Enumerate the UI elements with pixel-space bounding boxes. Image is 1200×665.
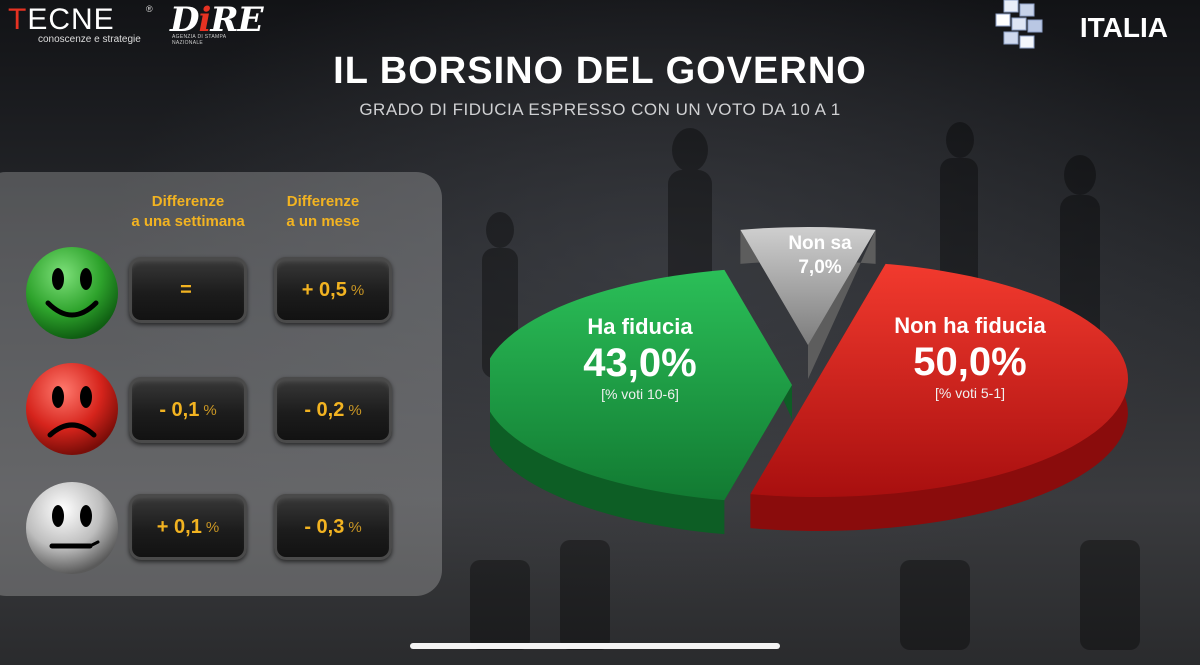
month-diff-sad: - 0,2% — [274, 377, 392, 443]
col-header-month: Differenze a un mese — [286, 193, 360, 230]
pie-slice-ha-fiducia-top — [490, 269, 792, 501]
trust-pie-chart — [490, 227, 1128, 535]
pie-slice-non-ha-fiducia-top — [750, 263, 1128, 497]
week-diff-sad: - 0,1% — [129, 377, 247, 443]
dire-tagline: AGENZIA DI STAMPA NAZIONALE — [172, 34, 227, 46]
sad-face-icon — [26, 363, 118, 455]
tecne-logo: TECNE ® conoscenze e strategie — [8, 3, 158, 46]
col-header-week: Differenze a una settimana — [131, 193, 245, 230]
registered-mark: ® — [146, 4, 153, 14]
month-diff-neutral: - 0,3% — [274, 494, 392, 560]
cube-cluster-icon — [995, 0, 1043, 49]
pie-slice-non-sa-top — [740, 227, 876, 345]
dire-logo: DiRE AGENZIA DI STAMPA NAZIONALE — [170, 0, 264, 46]
home-indicator[interactable] — [410, 643, 780, 649]
pie-slice-non-ha-fiducia — [750, 263, 1128, 531]
week-diff-neutral: + 0,1% — [129, 494, 247, 560]
neutral-face-icon — [26, 482, 118, 574]
dire-wordmark: DiRE — [170, 0, 264, 40]
month-diff-happy: + 0,5% — [274, 257, 392, 323]
slice-label-ha-fiducia: Ha fiducia 43,0% [% voti 10-6] — [583, 314, 697, 402]
italia-wordmark: ITALIA — [1079, 12, 1168, 43]
slice-label-non-sa: Non sa 7,0% — [788, 233, 852, 278]
happy-face-icon — [26, 247, 118, 339]
italia-logo: ITALIA — [988, 0, 1168, 54]
slice-label-non-ha-fiducia: Non ha fiducia 50,0% [% voti 5-1] — [894, 313, 1046, 401]
pie-slice-ha-fiducia — [490, 269, 792, 535]
chart-subtitle: GRADO DI FIDUCIA ESPRESSO CON UN VOTO DA… — [359, 100, 841, 119]
tecne-tagline: conoscenze e strategie — [38, 34, 141, 45]
chart-title: IL BORSINO DEL GOVERNO — [333, 50, 867, 92]
pie-slice-non-sa — [740, 227, 876, 379]
tecne-wordmark: TECNE — [8, 3, 115, 36]
week-diff-happy: = — [129, 257, 247, 323]
